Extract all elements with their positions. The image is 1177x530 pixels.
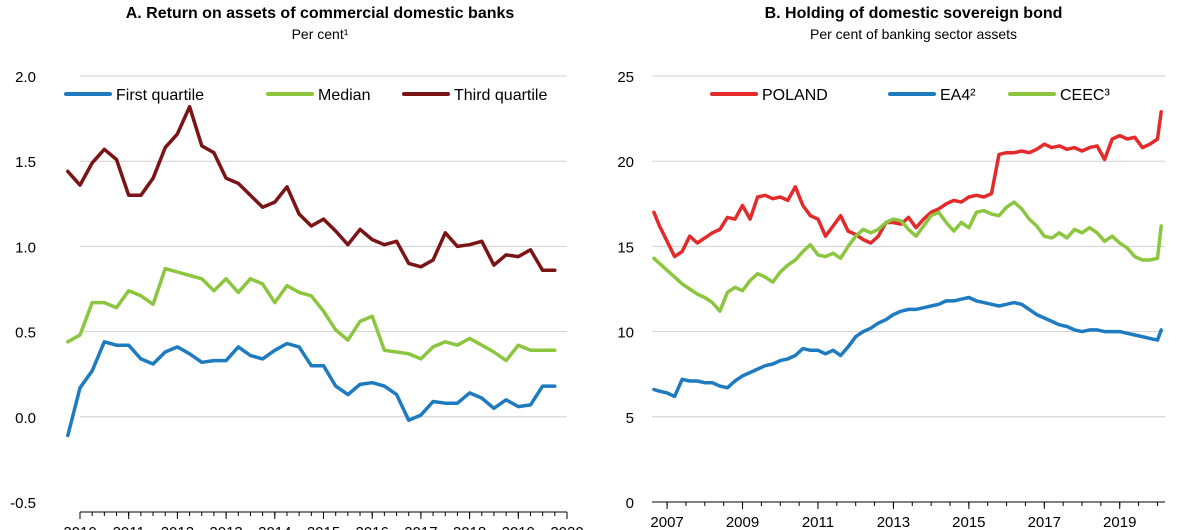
chart-0-xtick-label: 2013 (209, 524, 242, 530)
chart-0-xtick-label: 2014 (258, 524, 291, 530)
chart-1-series-line-0 (652, 110, 1163, 259)
chart-0-legend-label-2: Third quartile (454, 87, 547, 104)
chart-0-xtick-label: 2020 (550, 524, 583, 530)
chart-0-legend-label-1: Median (318, 87, 370, 104)
chart-1-xtick-label: 2013 (877, 514, 910, 530)
chart-0-xtick-label: 2018 (453, 524, 486, 530)
chart-1-series-line-1 (652, 295, 1163, 399)
chart-1-xtick-label: 2011 (802, 514, 834, 530)
panel-b: B. Holding of domestic sovereign bond Pe… (590, 0, 1177, 530)
chart-0-series-line-2 (66, 104, 557, 273)
chart-1-legend-label-1: EA4² (940, 87, 976, 104)
chart-1-ytick-label: 0 (626, 495, 634, 512)
chart-1-series-line-2 (652, 200, 1163, 313)
chart-0-ytick-label: 1.5 (15, 154, 36, 171)
chart-1-xtick-label: 2015 (952, 514, 985, 530)
chart-0-ytick-label: 2.0 (15, 69, 36, 86)
chart-a-subtitle: Per cent¹ (291, 26, 349, 42)
chart-0-xtick-label: 2015 (307, 524, 340, 530)
chart-1-ytick-label: 5 (626, 410, 634, 427)
chart-0-xtick-label: 2016 (356, 524, 389, 530)
chart-0-xtick-label: 2017 (404, 524, 437, 530)
chart-0-ytick-label: 0.0 (15, 410, 36, 427)
chart-1-ytick-label: 10 (617, 325, 634, 342)
chart-0-xtick-label: 2019 (502, 524, 535, 530)
chart-1-legend-label-0: POLAND (762, 87, 828, 104)
chart-b-subtitle: Per cent of banking sector assets (810, 26, 1017, 42)
chart-a-title: A. Return on assets of commercial domest… (125, 5, 515, 22)
chart-1-ytick-label: 25 (617, 69, 634, 86)
chart-0-xtick-label: 2012 (161, 524, 194, 530)
chart-0-xtick-label: 2010 (63, 524, 96, 530)
chart-1-xtick-label: 2009 (726, 514, 759, 530)
chart-1-xtick-label: 2019 (1103, 514, 1136, 530)
chart-0-ytick-label: 1.0 (15, 239, 36, 256)
chart-a-svg: 2.0 1.5 1.0 0.5 0.0 -0.5 2010 2011 2012 2013 2014 2… (10, 69, 584, 530)
chart-1-xtick-label: 2007 (650, 514, 683, 530)
chart-0-legend-label-0: First quartile (116, 87, 204, 104)
chart-1-ytick-label: 15 (617, 239, 634, 256)
chart-b-title: B. Holding of domestic sovereign bond (764, 5, 1063, 22)
panel-a: A. Return on assets of commercial domest… (0, 0, 584, 530)
chart-0-series-line-0 (66, 340, 557, 438)
chart-1-legend-label-2: CEEC³ (1060, 87, 1110, 104)
chart-0-ytick-label: -0.5 (10, 495, 36, 512)
chart-0-ytick-label: 0.5 (15, 325, 36, 342)
chart-0-xtick-label: 2011 (113, 524, 145, 530)
chart-0-series-line-1 (66, 266, 557, 363)
chart-1-ytick-label: 20 (617, 154, 634, 171)
chart-1-xtick-label: 2017 (1028, 514, 1061, 530)
